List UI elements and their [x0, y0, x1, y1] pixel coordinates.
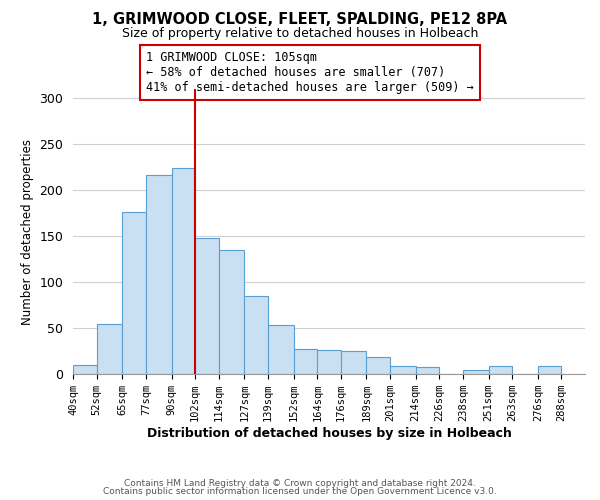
Text: Size of property relative to detached houses in Holbeach: Size of property relative to detached ho… [122, 28, 478, 40]
Bar [488, 366, 512, 374]
Bar [390, 366, 416, 374]
Bar [538, 366, 562, 374]
Bar [172, 168, 195, 374]
Text: 1, GRIMWOOD CLOSE, FLEET, SPALDING, PE12 8PA: 1, GRIMWOOD CLOSE, FLEET, SPALDING, PE12… [92, 12, 508, 28]
Bar [317, 350, 341, 374]
X-axis label: Distribution of detached houses by size in Holbeach: Distribution of detached houses by size … [146, 427, 512, 440]
Text: Contains public sector information licensed under the Open Government Licence v3: Contains public sector information licen… [103, 487, 497, 496]
Bar [97, 324, 122, 374]
Bar [293, 350, 317, 374]
Bar [341, 351, 367, 374]
Bar [195, 238, 219, 374]
Bar [416, 367, 439, 374]
Text: Contains HM Land Registry data © Crown copyright and database right 2024.: Contains HM Land Registry data © Crown c… [124, 478, 476, 488]
Text: 1 GRIMWOOD CLOSE: 105sqm
← 58% of detached houses are smaller (707)
41% of semi-: 1 GRIMWOOD CLOSE: 105sqm ← 58% of detach… [146, 51, 474, 94]
Bar [219, 250, 244, 374]
Bar [73, 365, 97, 374]
Bar [268, 324, 293, 374]
Bar [146, 175, 172, 374]
Bar [463, 370, 488, 374]
Y-axis label: Number of detached properties: Number of detached properties [21, 139, 34, 325]
Bar [122, 212, 146, 374]
Bar [367, 357, 390, 374]
Bar [244, 296, 268, 374]
